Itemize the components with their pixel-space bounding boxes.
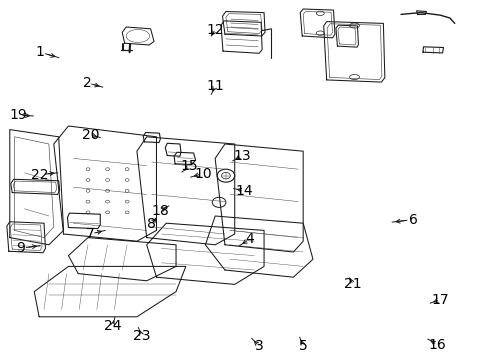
Text: 23: 23	[133, 329, 150, 342]
Text: 9: 9	[16, 242, 25, 255]
Text: 5: 5	[298, 339, 307, 352]
Text: 10: 10	[194, 167, 211, 180]
Text: 20: 20	[81, 128, 99, 142]
Text: 2: 2	[82, 76, 91, 90]
Text: 15: 15	[181, 159, 198, 173]
Text: 7: 7	[86, 227, 95, 241]
Text: 14: 14	[235, 184, 253, 198]
Text: 3: 3	[254, 339, 263, 353]
Text: 1: 1	[36, 45, 44, 59]
Text: 4: 4	[244, 233, 253, 246]
Text: 24: 24	[103, 319, 121, 333]
Text: 11: 11	[206, 80, 224, 93]
Text: 6: 6	[408, 213, 417, 226]
Text: 21: 21	[344, 278, 361, 291]
Text: 13: 13	[233, 149, 250, 162]
Text: 16: 16	[428, 338, 446, 352]
Text: 19: 19	[10, 108, 27, 122]
Text: 8: 8	[147, 217, 156, 231]
Text: 22: 22	[31, 168, 49, 181]
Text: 17: 17	[430, 293, 448, 306]
Text: 12: 12	[206, 23, 224, 36]
Text: 18: 18	[151, 204, 169, 217]
